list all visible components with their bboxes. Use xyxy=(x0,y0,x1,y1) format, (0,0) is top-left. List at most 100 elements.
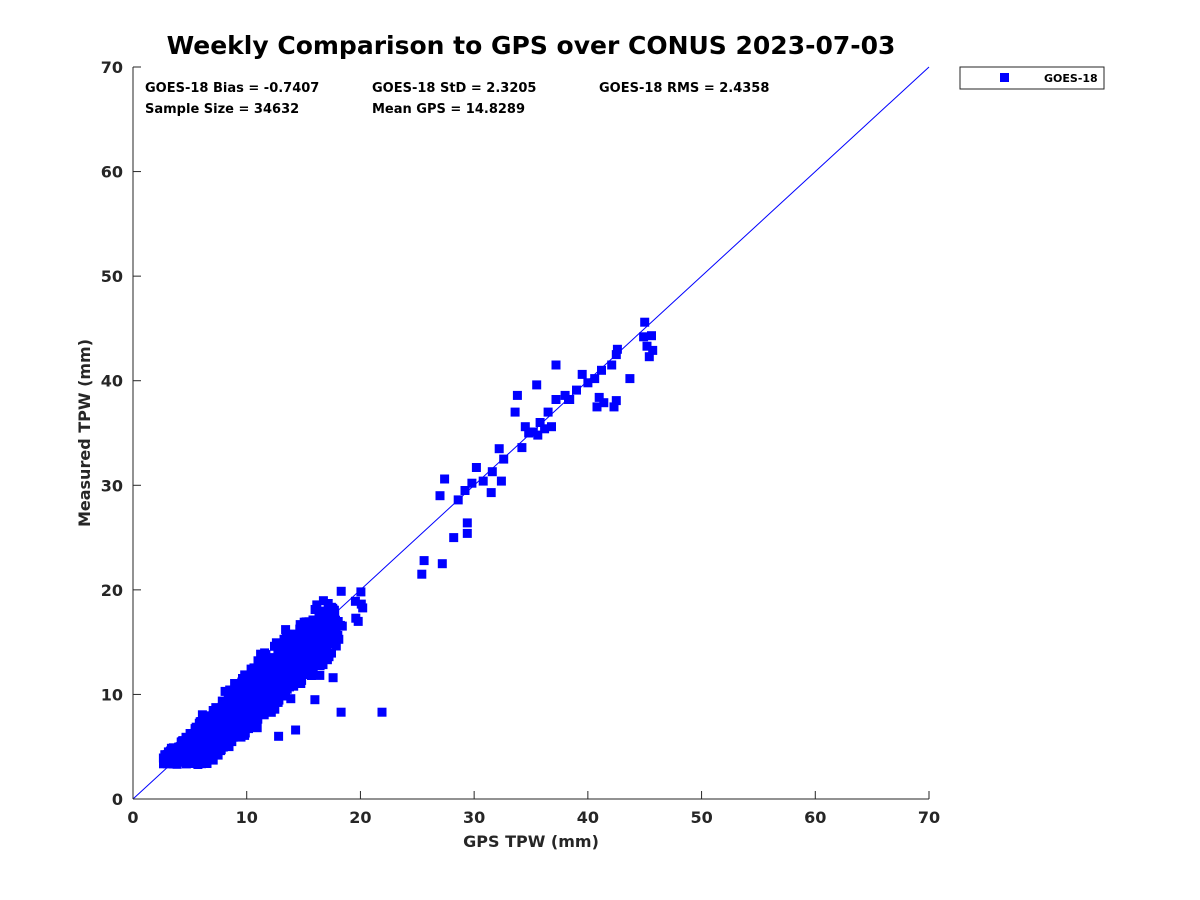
points-layer xyxy=(158,317,658,769)
data-point xyxy=(336,586,346,596)
data-point xyxy=(233,706,243,716)
data-point xyxy=(532,380,542,390)
data-point xyxy=(230,679,240,688)
data-point xyxy=(299,644,309,654)
y-tick-label: 10 xyxy=(101,685,123,704)
data-point xyxy=(310,618,320,628)
data-point xyxy=(219,728,228,738)
x-tick-label: 50 xyxy=(690,808,712,827)
data-point xyxy=(327,615,337,625)
data-point xyxy=(240,673,250,683)
data-point xyxy=(243,693,253,703)
data-point xyxy=(647,331,656,341)
data-point xyxy=(494,444,504,454)
data-point xyxy=(289,681,299,691)
data-point xyxy=(201,758,211,768)
data-point xyxy=(336,707,346,717)
data-point xyxy=(204,742,214,752)
data-point xyxy=(302,617,312,627)
data-point xyxy=(253,682,263,692)
one-to-one-line xyxy=(132,66,930,800)
data-point xyxy=(259,669,269,679)
data-point xyxy=(197,749,207,759)
data-point xyxy=(435,491,445,501)
x-tick-label: 20 xyxy=(349,808,371,827)
data-point xyxy=(239,678,249,688)
data-point xyxy=(251,697,261,706)
data-point xyxy=(208,750,218,760)
data-point xyxy=(417,569,427,579)
data-point xyxy=(577,369,587,379)
data-point xyxy=(192,741,202,751)
data-point xyxy=(462,528,472,538)
data-point xyxy=(259,710,269,720)
data-point xyxy=(205,726,215,736)
data-point xyxy=(181,741,191,751)
stat-text: GOES-18 RMS = 2.4358 xyxy=(599,81,769,96)
data-point xyxy=(324,620,334,630)
data-point xyxy=(625,374,635,384)
y-tick-label: 60 xyxy=(101,163,123,182)
stat-text: GOES-18 Bias = -0.7407 xyxy=(145,81,319,96)
y-tick-label: 30 xyxy=(101,476,123,495)
data-point xyxy=(302,658,312,668)
data-point xyxy=(169,743,178,753)
x-tick-label: 10 xyxy=(236,808,258,827)
data-point xyxy=(273,697,283,707)
data-point xyxy=(437,559,447,569)
x-axis-label: GPS TPW (mm) xyxy=(463,832,599,851)
data-point xyxy=(264,678,274,688)
data-point xyxy=(323,599,333,608)
data-point xyxy=(377,707,387,717)
x-tick-label: 70 xyxy=(918,808,940,827)
data-point xyxy=(220,686,230,696)
data-point xyxy=(592,402,602,412)
chart-title: Weekly Comparison to GPS over CONUS 2023… xyxy=(167,31,896,60)
data-point xyxy=(246,664,256,674)
data-point xyxy=(609,402,619,412)
data-point xyxy=(200,712,210,722)
data-point xyxy=(467,478,477,488)
data-point xyxy=(281,649,291,659)
y-tick-label: 70 xyxy=(101,58,123,77)
data-point xyxy=(208,706,218,715)
data-point xyxy=(487,467,497,477)
data-point xyxy=(449,533,459,543)
data-point xyxy=(520,422,530,432)
data-point xyxy=(237,722,247,732)
data-point xyxy=(264,695,274,705)
data-point xyxy=(228,711,238,721)
data-point xyxy=(590,374,600,384)
data-point xyxy=(321,632,331,642)
stat-text: Mean GPS = 14.8289 xyxy=(372,102,525,117)
data-point xyxy=(269,671,279,680)
data-point xyxy=(181,754,191,764)
data-point xyxy=(353,616,363,626)
data-point xyxy=(281,625,291,635)
data-point xyxy=(607,360,617,370)
data-point xyxy=(306,629,316,638)
data-point xyxy=(318,654,328,664)
data-point xyxy=(270,687,280,697)
data-point xyxy=(315,661,325,671)
data-point xyxy=(280,691,290,701)
data-point xyxy=(583,378,593,388)
data-point xyxy=(310,695,320,705)
data-point xyxy=(218,722,228,731)
data-point xyxy=(270,704,280,714)
data-point xyxy=(240,728,250,738)
data-point xyxy=(288,668,298,678)
data-point xyxy=(252,723,262,733)
data-point xyxy=(612,344,622,354)
data-point xyxy=(217,696,227,706)
y-tick-label: 0 xyxy=(112,790,123,809)
data-point xyxy=(228,705,238,715)
data-point xyxy=(279,634,289,644)
data-point xyxy=(597,365,606,375)
refline-layer xyxy=(132,66,930,800)
data-point xyxy=(255,672,265,682)
data-point xyxy=(639,332,649,342)
data-point xyxy=(460,486,470,495)
data-point xyxy=(328,673,338,683)
data-point xyxy=(306,642,316,652)
